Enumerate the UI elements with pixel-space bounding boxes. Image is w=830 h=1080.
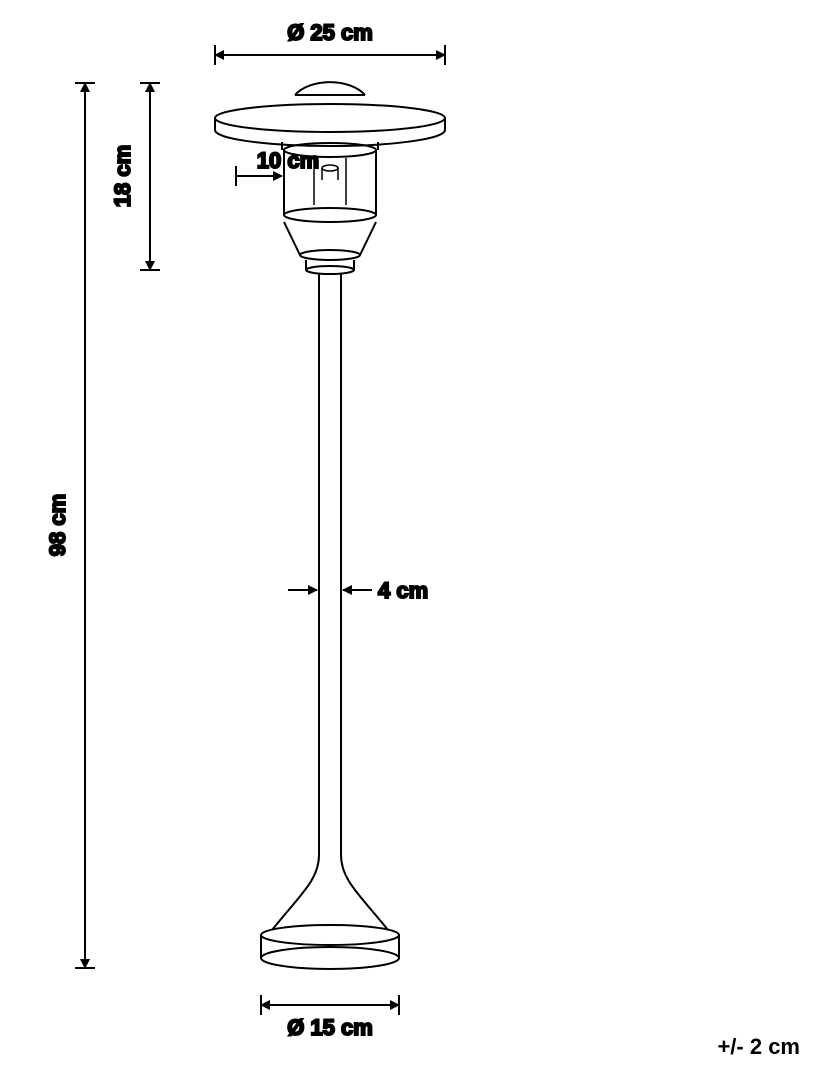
dim-total-height: 98 cm xyxy=(45,83,95,968)
dim-pole-diameter: 4 cm xyxy=(288,578,428,603)
dim-top-diameter: Ø 25 cm xyxy=(215,20,445,65)
dim-glass-diameter: 10 cm xyxy=(236,148,319,186)
lamp-drawing xyxy=(215,82,445,969)
dimension-diagram: Ø 25 cm 18 cm 10 cm 98 cm 4 cm xyxy=(0,0,830,1080)
dim-total-height-label: 98 cm xyxy=(45,494,70,556)
dim-glass-diameter-label: 10 cm xyxy=(257,148,319,173)
tolerance-label: +/- 2 cm xyxy=(717,1034,800,1060)
dim-pole-diameter-label: 4 cm xyxy=(378,578,428,603)
dim-lamp-height-label: 18 cm xyxy=(110,145,135,207)
dim-base-diameter-label: Ø 15 cm xyxy=(287,1015,373,1040)
dim-top-diameter-label: Ø 25 cm xyxy=(287,20,373,45)
dimensions: Ø 25 cm 18 cm 10 cm 98 cm 4 cm xyxy=(45,20,445,1040)
dim-base-diameter: Ø 15 cm xyxy=(261,995,399,1040)
dim-lamp-height: 18 cm xyxy=(110,83,160,270)
